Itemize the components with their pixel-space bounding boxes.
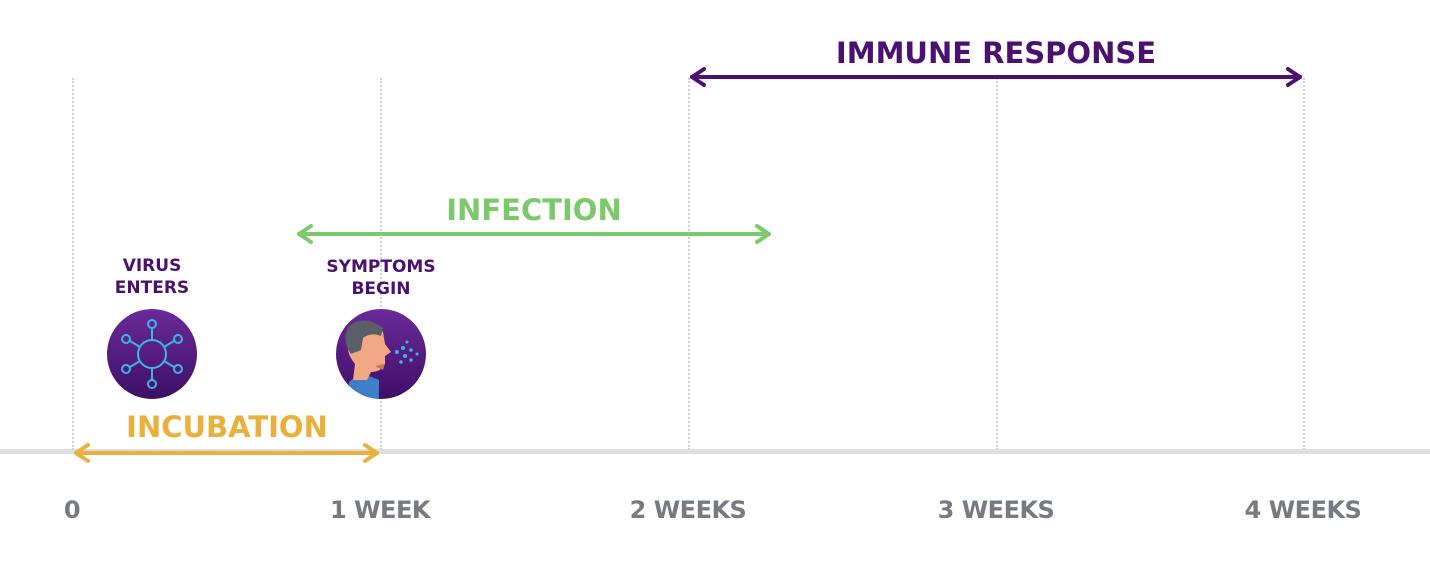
week-gridline-2 bbox=[688, 78, 690, 450]
immune-response-arrow bbox=[690, 67, 1302, 87]
week-gridline-1 bbox=[380, 78, 382, 450]
virus-enters-line1: VIRUS bbox=[122, 256, 182, 276]
sneezing-person-icon bbox=[336, 309, 426, 399]
timeline-axis bbox=[0, 449, 1430, 454]
tick-label-3-weeks: 3 WEEKS bbox=[937, 496, 1055, 524]
symptoms-begin-line1: SYMPTOMS bbox=[326, 257, 436, 277]
incubation-arrow bbox=[74, 443, 379, 463]
tick-label-4-weeks: 4 WEEKS bbox=[1244, 496, 1362, 524]
tick-label-0: 0 bbox=[63, 496, 81, 524]
tick-label-2-weeks: 2 WEEKS bbox=[629, 496, 747, 524]
virus-enters-label: VIRUS ENTERS bbox=[72, 255, 232, 299]
incubation-label: INCUBATION bbox=[126, 410, 328, 444]
week-gridline-3 bbox=[996, 78, 998, 450]
infection-arrow bbox=[297, 224, 771, 244]
virus-icon bbox=[107, 309, 197, 399]
virus-enters-line2: ENTERS bbox=[114, 278, 190, 298]
immune-response-label: IMMUNE RESPONSE bbox=[835, 36, 1157, 70]
tick-label-1-week: 1 WEEK bbox=[330, 496, 430, 524]
week-gridline-0 bbox=[72, 78, 74, 450]
symptoms-begin-label: SYMPTOMS BEGIN bbox=[301, 256, 461, 300]
week-gridline-4 bbox=[1303, 78, 1305, 450]
symptoms-begin-line2: BEGIN bbox=[351, 279, 411, 299]
infection-label: INFECTION bbox=[446, 193, 622, 227]
